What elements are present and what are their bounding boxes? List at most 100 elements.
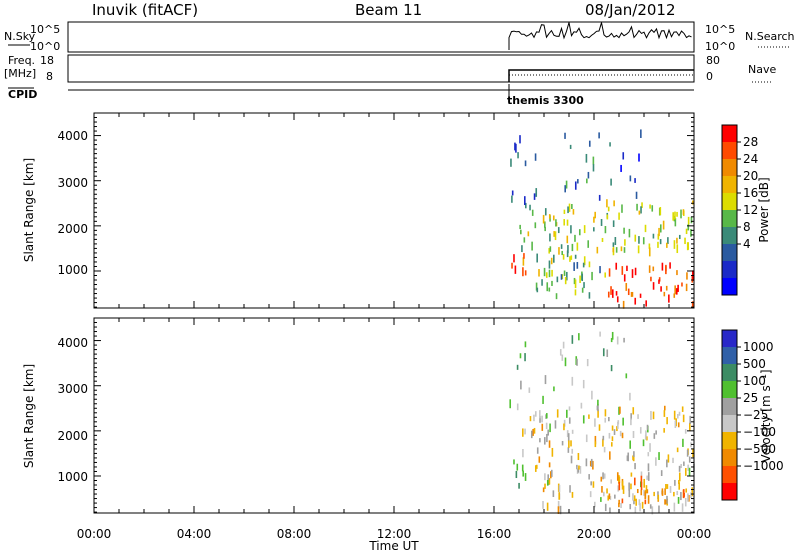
velocity-ytick-3000: 3000 [57,382,88,396]
echo-mark [607,206,610,212]
echo-mark [682,209,685,215]
echo-mark [617,485,620,492]
echo-mark [566,409,568,418]
echo-mark [588,474,590,480]
velocity-ytick-1000: 1000 [57,470,88,484]
echo-mark [588,140,591,147]
echo-mark [562,341,565,349]
echo-mark [640,481,643,491]
echo-mark [534,465,537,472]
echo-mark [511,190,514,196]
echo-mark [680,209,682,219]
echo-mark [594,441,597,448]
echo-mark [644,491,647,500]
echo-mark [690,442,692,448]
echo-mark [666,242,668,248]
echo-mark [640,489,643,496]
echo-mark [571,335,574,344]
echo-mark [639,293,642,298]
echo-mark [516,403,519,411]
echo-mark [634,506,637,513]
echo-mark [639,503,641,512]
echo-mark [622,300,625,309]
echo-mark [548,214,551,219]
echo-mark [598,132,600,139]
echo-mark [546,433,548,443]
colorbar-swatch [722,176,737,194]
echo-mark [616,296,619,303]
echo-mark [564,185,566,193]
echo-mark [542,214,545,224]
echo-mark [529,416,532,422]
cpid-label: CPID [8,88,37,101]
echo-mark [550,471,552,479]
echo-mark [544,208,547,216]
echo-mark [565,180,568,189]
echo-mark [645,430,647,439]
echo-mark [674,211,676,220]
echo-mark [663,410,666,417]
echo-mark [571,243,574,252]
echo-mark [604,272,607,278]
echo-mark [511,195,513,203]
echo-mark [570,225,572,234]
echo-mark [577,468,580,473]
echo-mark [611,425,614,431]
echo-mark [685,488,688,493]
echo-mark [642,237,645,245]
echo-mark [609,451,611,460]
power-colorbar: 28 24 20 16 12 8 4 [721,124,758,296]
echo-mark [672,212,674,221]
echo-mark [533,427,536,434]
colorbar-swatch [722,193,737,211]
colorbar-tick-label: 100 [743,374,766,388]
echo-mark [648,243,651,249]
echo-mark [630,483,632,490]
echo-mark [554,420,557,429]
echo-mark [538,269,540,277]
nsky-tick-bottom: 10^0 [30,40,60,53]
echo-mark [628,228,631,238]
echo-mark [645,300,647,307]
echo-mark [522,470,524,477]
echo-mark [593,227,595,232]
colorbar-tick-label: 500 [743,357,766,371]
echo-mark [530,430,533,439]
echo-mark [657,494,660,501]
echo-mark [563,270,566,276]
echo-mark [648,247,651,257]
echo-mark [568,203,571,212]
echo-mark [609,507,611,513]
echo-mark [628,488,631,498]
freq-label: Freq. [8,54,35,67]
echo-mark [546,502,549,511]
echo-mark [641,202,643,208]
echo-mark [555,219,557,227]
echo-mark [635,191,638,199]
echo-mark [545,422,548,430]
echo-mark [571,448,574,454]
echo-mark [647,495,650,504]
power-colorbar-label: Power [dB] [757,177,771,242]
echo-mark [520,229,522,235]
echo-mark [692,200,694,205]
colorbar-swatch [722,227,737,245]
echo-mark [555,293,558,300]
echo-mark [681,282,683,287]
echo-mark [687,493,689,502]
echo-mark [691,270,694,279]
echo-mark [612,248,615,253]
echo-mark [621,481,624,490]
echo-mark [662,220,665,230]
echo-mark [570,255,573,260]
echo-mark [561,250,564,256]
echo-mark [673,410,676,420]
echo-mark [592,481,595,488]
echo-mark [672,457,674,464]
echo-mark [579,465,582,474]
echo-mark [560,244,563,249]
echo-mark [669,486,672,493]
echo-mark [643,489,645,496]
echo-mark [618,476,621,483]
echo-mark [596,246,599,254]
